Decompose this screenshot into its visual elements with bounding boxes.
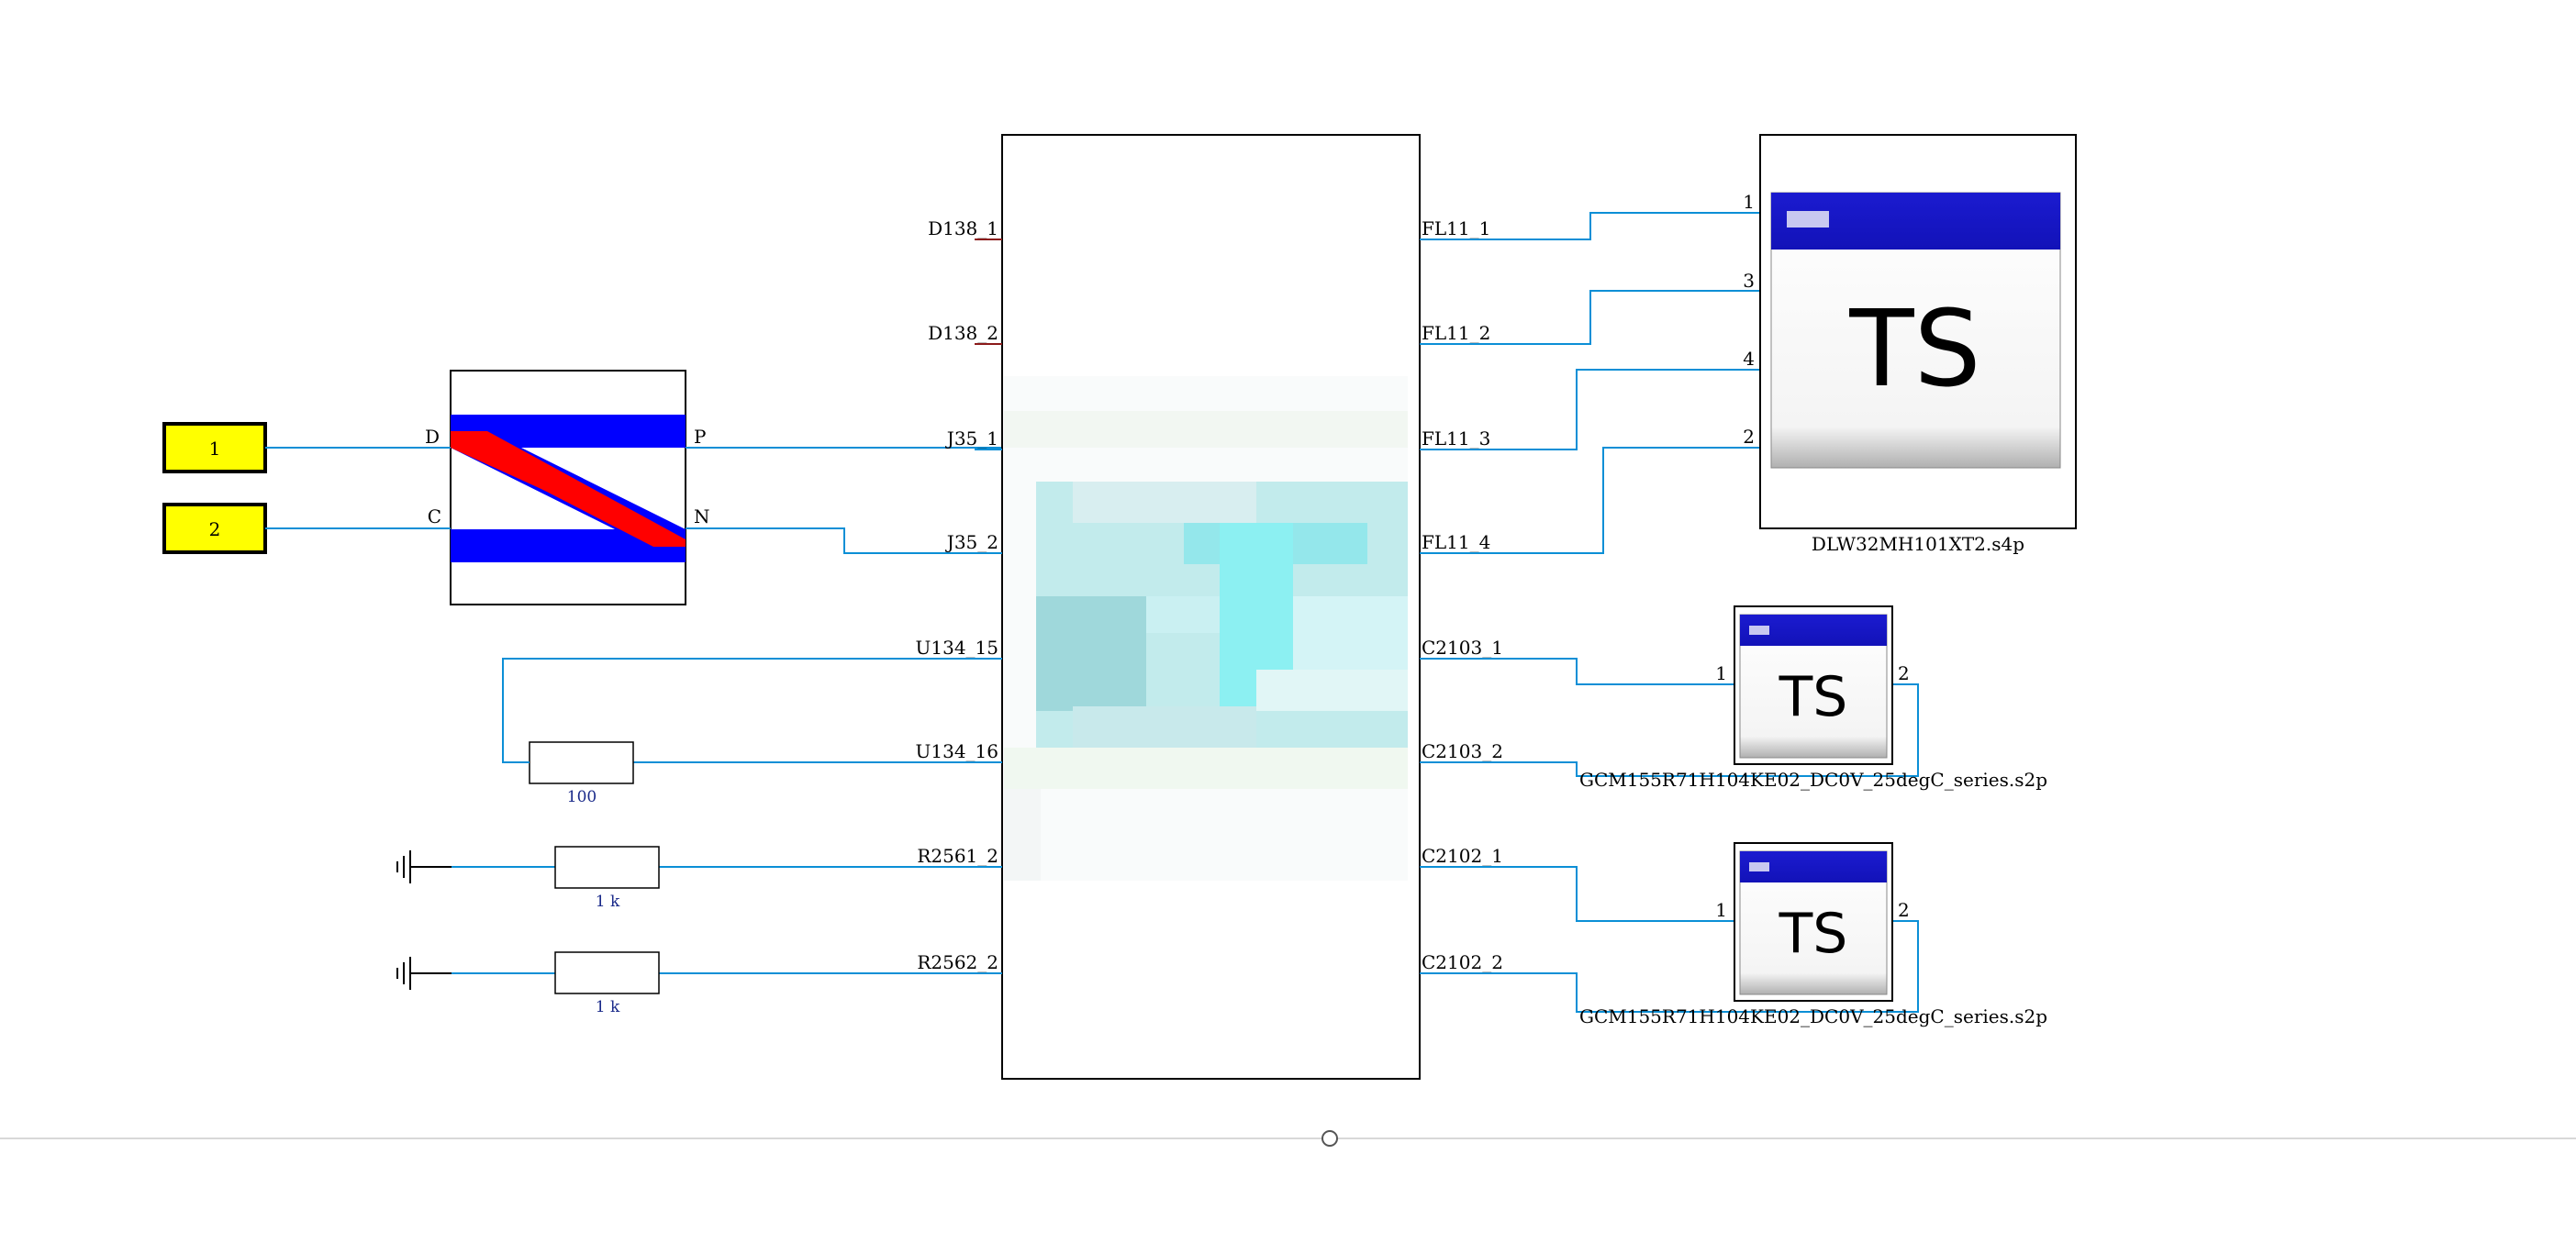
left-pin-label: R2562_2 [917, 951, 998, 973]
port-1[interactable]: 1 [162, 422, 267, 473]
wire-fl11-3 [1420, 369, 1760, 450]
wire-fl11-1 [1420, 212, 1760, 240]
left-pin-label: D138_1 [928, 217, 998, 239]
wire-c2102-1 [1420, 866, 1734, 922]
right-pin-label: FL11_4 [1422, 531, 1490, 553]
wire-balun-n-j35-2 [686, 527, 1002, 554]
ts-glyph-3: TS [1779, 902, 1848, 966]
ts-block-s4p[interactable]: TS 1 3 4 2 DLW32MH101XT2.s4p [1743, 134, 2077, 555]
balun-pin-n: N [694, 505, 710, 527]
right-pin-label: FL11_3 [1422, 427, 1490, 449]
balun-pin-d: D [425, 426, 440, 448]
ts-block-s2p-b[interactable]: TS 1 2 GCM155R71H104KE02_DC0V_25degC_ser… [1579, 842, 2047, 1027]
right-pin-label: FL11_1 [1422, 217, 1490, 239]
left-pin-label: J35_1 [945, 427, 998, 449]
left-pin-group: D138_1 D138_2 J35_1 J35_2 U134_15 U134_16 R256… [916, 217, 1002, 974]
port-2[interactable]: 2 [162, 503, 267, 554]
wire-c2103-1 [1420, 658, 1734, 685]
port-2-label: 2 [209, 518, 221, 540]
balun-pin-p: P [694, 426, 706, 448]
divider-handle[interactable] [1321, 1130, 1338, 1147]
ts1-pin-1: 1 [1743, 191, 1755, 213]
balun-block[interactable]: D C P N [425, 370, 710, 605]
port-1-label: 1 [209, 438, 221, 460]
left-pin-label: U134_16 [916, 740, 998, 762]
ts3-pin-2: 2 [1898, 899, 1910, 921]
balun-pin-c: C [428, 505, 441, 527]
resistor-100-value: 100 [567, 788, 597, 806]
resistor-1k-b[interactable]: 1 k [554, 951, 660, 1016]
left-pin-label: R2561_2 [917, 845, 998, 867]
ts2-pin-2: 2 [1898, 662, 1910, 684]
ts-block-s2p-a[interactable]: TS 1 2 GCM155R71H104KE02_DC0V_25degC_ser… [1579, 605, 2047, 791]
right-pin-label: FL11_2 [1422, 322, 1490, 344]
ts2-pin-1: 1 [1715, 662, 1727, 684]
main-ic-block[interactable]: D138_1 D138_2 J35_1 J35_2 U134_15 U134_16 R256… [916, 134, 1503, 1080]
left-pin-label: J35_2 [945, 531, 998, 553]
resistor-1k-b-value: 1 k [596, 998, 620, 1016]
left-pin-label: U134_15 [916, 637, 998, 659]
ts1-pin-2: 2 [1743, 426, 1755, 448]
ts2-file-label: GCM155R71H104KE02_DC0V_25degC_series.s2p [1579, 769, 2047, 791]
ts1-pin-3: 3 [1743, 270, 1755, 292]
ts1-file-label: DLW32MH101XT2.s4p [1812, 533, 2024, 555]
right-pin-label: C2102_2 [1422, 951, 1503, 973]
pixelated-region [1004, 376, 1408, 881]
wire-fl11-4 [1420, 447, 1760, 554]
wire-c2102-2 [1420, 920, 1919, 1013]
ts1-pin-4: 4 [1743, 348, 1755, 370]
wire-fl11-2 [1420, 290, 1760, 345]
balun-red-shape-2 [451, 431, 686, 547]
resistor-100[interactable]: 100 [503, 741, 634, 806]
ts3-pin-1: 1 [1715, 899, 1727, 921]
ts3-file-label: GCM155R71H104KE02_DC0V_25degC_series.s2p [1579, 1005, 2047, 1027]
right-pin-label: C2103_1 [1422, 637, 1503, 659]
right-pin-label: C2103_2 [1422, 740, 1503, 762]
left-pin-label: D138_2 [928, 322, 998, 344]
ts-glyph-2: TS [1779, 665, 1848, 729]
resistor-1k-a[interactable]: 1 k [554, 846, 660, 911]
ground-symbol-2 [396, 957, 452, 990]
resistor-1k-a-value: 1 k [596, 893, 620, 911]
ground-symbol-1 [396, 850, 452, 883]
right-pin-group: FL11_1 FL11_2 FL11_3 FL11_4 C2103_1 C2103_2 C2… [1422, 217, 1503, 973]
wire-c2103-2 [1420, 683, 1919, 777]
ts-glyph-1: TS [1848, 288, 1980, 411]
right-pin-label: C2102_1 [1422, 845, 1503, 867]
